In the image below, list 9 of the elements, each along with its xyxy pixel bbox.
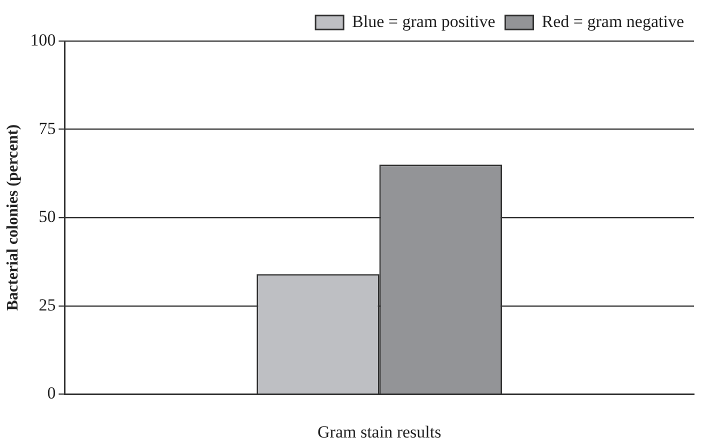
x-axis-title: Gram stain results [318,422,442,442]
legend-label: Red = gram negative [542,12,684,31]
y-tick-label: 0 [47,384,56,403]
y-tick-label: 75 [38,118,56,138]
y-tick-label: 25 [38,295,56,314]
y-axis-title: Bacterial colonies (percent) [4,124,22,311]
legend-label: Blue = gram positive [352,12,496,31]
y-tick-label: 50 [38,207,56,226]
y-tick-label: 100 [30,30,56,50]
